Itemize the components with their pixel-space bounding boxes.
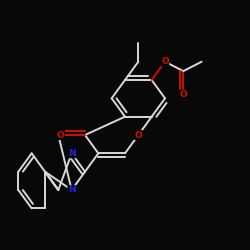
Text: O: O [57, 130, 64, 140]
Text: O: O [134, 130, 142, 140]
Text: N: N [68, 186, 76, 194]
Text: N: N [68, 149, 76, 158]
Text: O: O [161, 57, 169, 66]
Text: O: O [180, 90, 187, 99]
